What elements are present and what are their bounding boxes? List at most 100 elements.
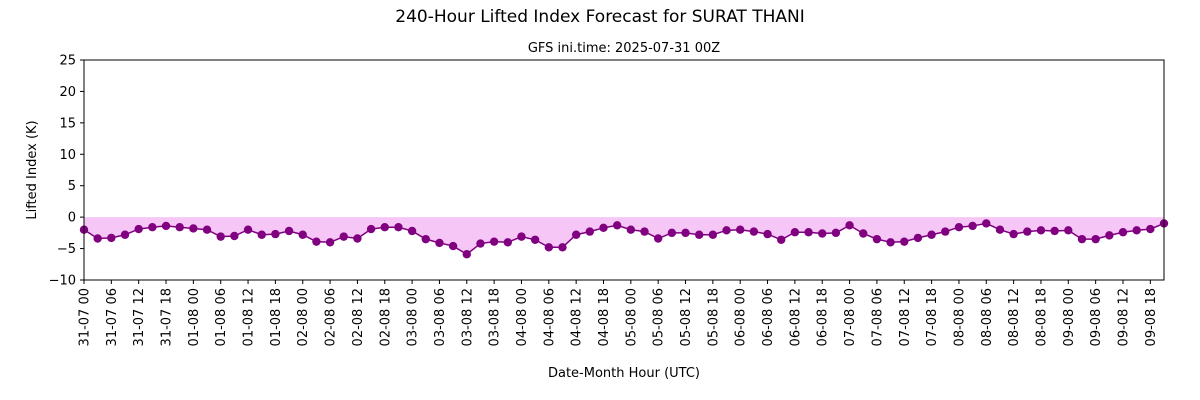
data-point — [585, 227, 595, 236]
x-tick-label: 03-08 12 — [460, 288, 475, 346]
data-point — [148, 223, 157, 232]
data-point — [448, 241, 458, 251]
data-point — [435, 238, 444, 248]
x-tick-label: 03-08 00 — [406, 288, 421, 346]
x-axis-label: Date-Month Hour (UTC) — [548, 366, 700, 381]
data-point — [503, 238, 512, 247]
plot-frame — [83, 59, 1165, 281]
data-point — [1146, 224, 1155, 234]
data-point — [1009, 229, 1018, 239]
y-tick-label: −10 — [49, 274, 76, 289]
y-tick-label: 0 — [68, 211, 76, 226]
data-point — [927, 230, 936, 239]
x-tick-label: 06-08 00 — [734, 288, 749, 346]
data-point — [913, 233, 923, 243]
plot-area — [79, 217, 1169, 259]
x-tick-label: 04-08 00 — [515, 288, 530, 346]
y-tick-label: −5 — [57, 242, 76, 257]
y-tick-label: 10 — [59, 148, 76, 163]
data-point — [968, 221, 977, 231]
data-point — [790, 228, 800, 237]
data-point — [612, 221, 622, 230]
data-point — [394, 223, 403, 232]
data-point — [421, 234, 430, 244]
x-tick-label: 08-08 06 — [980, 288, 995, 346]
data-point — [462, 250, 471, 259]
data-point — [558, 243, 567, 252]
data-point — [284, 226, 294, 236]
data-point — [1105, 231, 1114, 240]
data-point — [831, 228, 841, 238]
data-point — [489, 237, 499, 246]
data-point — [175, 223, 184, 232]
x-tick-label: 01-08 06 — [214, 288, 229, 346]
data-point — [872, 234, 882, 244]
data-point — [763, 229, 772, 239]
data-point — [544, 243, 554, 252]
data-point — [230, 231, 239, 241]
x-tick-label: 07-08 06 — [870, 288, 885, 346]
data-point — [804, 228, 813, 237]
data-point — [1091, 234, 1100, 244]
data-point — [1118, 228, 1128, 237]
x-tick-label: 02-08 06 — [324, 288, 339, 346]
x-tick-label: 04-08 06 — [542, 288, 557, 346]
data-point — [202, 225, 212, 234]
data-point — [161, 221, 171, 231]
y-tick-label: 20 — [59, 85, 76, 100]
data-point — [982, 219, 991, 228]
x-tick-label: 02-08 18 — [378, 288, 393, 346]
below-zero-fill — [84, 217, 1164, 255]
x-tick-label: 07-08 18 — [925, 288, 940, 346]
data-point — [818, 229, 827, 238]
x-tick-label: 04-08 18 — [597, 288, 612, 346]
x-tick-label: 05-08 00 — [624, 288, 639, 346]
x-tick-label: 02-08 12 — [351, 288, 366, 346]
data-point — [517, 232, 526, 241]
data-point — [107, 233, 116, 243]
x-tick-label: 06-08 06 — [761, 288, 776, 346]
x-tick-label: 09-08 06 — [1089, 288, 1104, 346]
x-tick-label: 31-07 00 — [78, 288, 93, 346]
data-point — [243, 225, 253, 234]
y-axis-label: Lifted Index (K) — [25, 120, 40, 219]
x-tick-label: 06-08 18 — [816, 288, 831, 346]
data-point — [626, 225, 636, 234]
data-point — [1064, 226, 1073, 235]
data-point — [353, 234, 362, 243]
data-point — [653, 234, 663, 243]
x-tick-label: 05-08 18 — [706, 288, 721, 346]
chart-subtitle: GFS ini.time: 2025-07-31 00Z — [528, 41, 720, 56]
data-point — [749, 227, 759, 236]
data-point — [312, 237, 321, 246]
data-point — [93, 234, 102, 243]
data-point — [900, 237, 909, 246]
data-point — [476, 239, 485, 248]
data-point — [298, 230, 307, 239]
data-point — [1036, 226, 1046, 235]
x-tick-label: 31-07 18 — [160, 288, 175, 346]
data-point — [859, 229, 868, 238]
x-tick-label: 01-08 12 — [242, 288, 257, 346]
data-point — [941, 227, 950, 236]
data-point — [694, 230, 704, 239]
data-point — [271, 229, 280, 239]
x-tick-label: 03-08 06 — [433, 288, 448, 346]
x-tick-label: 01-08 18 — [269, 288, 284, 346]
x-tick-label: 05-08 06 — [652, 288, 667, 346]
x-tick-label: 06-08 12 — [788, 288, 803, 346]
data-point — [886, 238, 895, 247]
x-tick-label: 31-07 06 — [105, 288, 120, 346]
data-point — [571, 230, 581, 239]
data-point — [530, 235, 540, 244]
data-point — [134, 224, 143, 234]
x-tick-label: 07-08 12 — [898, 288, 913, 346]
data-point — [722, 226, 731, 235]
data-point — [599, 223, 608, 233]
x-tick-label: 08-08 18 — [1034, 288, 1049, 346]
data-point — [257, 230, 266, 239]
data-point — [189, 224, 198, 233]
x-tick-label: 08-08 00 — [952, 288, 967, 346]
data-point — [366, 224, 376, 234]
